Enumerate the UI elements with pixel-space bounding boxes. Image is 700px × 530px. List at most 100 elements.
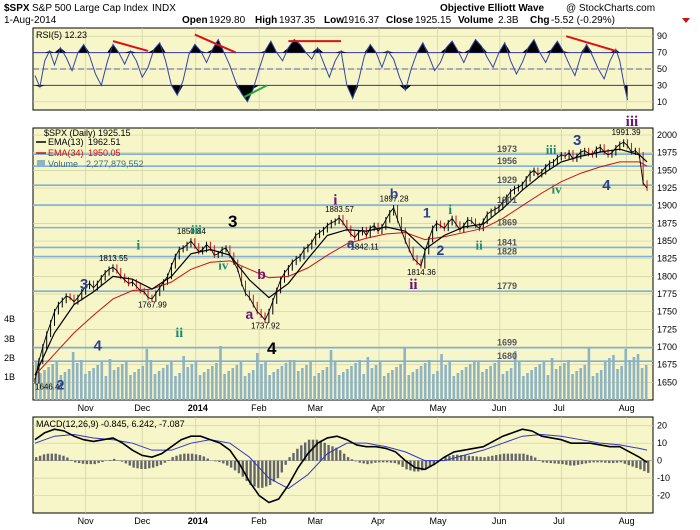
rsi-y-tick-label: 10	[657, 97, 667, 107]
macd-histogram-bar	[647, 460, 650, 473]
volume-label: Volume	[458, 15, 494, 26]
elliott-wave-label: 4	[267, 339, 277, 358]
price-x-tick-label: Feb	[251, 403, 267, 413]
volume-bar	[116, 367, 120, 400]
macd-histogram-bar	[467, 455, 471, 461]
macd-histogram-bar	[171, 457, 174, 461]
macd-histogram-bar	[70, 459, 73, 461]
volume-bar	[112, 370, 116, 400]
macd-histogram-bar	[101, 460, 104, 463]
macd-histogram-bar	[448, 456, 451, 461]
macd-histogram-bar	[89, 460, 92, 465]
volume-bar	[558, 366, 562, 400]
price-x-tick-label: 2014	[188, 403, 208, 413]
macd-histogram-bar	[109, 459, 112, 461]
price-point-label: 1842.11	[350, 243, 379, 252]
macd-histogram-bar	[471, 456, 475, 461]
volume-bar	[75, 363, 79, 400]
macd-histogram-bar	[405, 460, 408, 470]
volume-bar	[145, 349, 149, 400]
price-x-tick-label: Jul	[553, 403, 565, 413]
elliott-wave-label: i	[136, 239, 140, 254]
macd-histogram-bar	[136, 460, 139, 469]
volume-bar	[452, 376, 456, 400]
volume-bar	[256, 353, 259, 400]
elliott-wave-label: ii	[476, 238, 484, 253]
macd-histogram-bar	[339, 450, 342, 461]
volume-legend-value: 2,277,879,552	[86, 159, 144, 169]
macd-histogram-bar	[596, 460, 599, 463]
macd-histogram-bar	[475, 456, 478, 461]
macd-histogram-bar	[245, 460, 248, 481]
elliott-wave-label: 2	[437, 242, 445, 258]
macd-histogram-bar	[417, 460, 420, 472]
price-point-label: 1850.84	[177, 227, 206, 236]
volume-legend-name: Volume	[48, 159, 78, 169]
volume-bar	[366, 357, 370, 400]
symbol: $SPX	[4, 3, 30, 14]
elliott-wave-label: 3	[228, 212, 237, 231]
volume-bar	[485, 369, 488, 400]
macd-histogram-bar	[631, 460, 634, 467]
macd-histogram-bar	[272, 460, 276, 482]
price-x-tick-label: Nov	[78, 403, 95, 413]
macd-histogram-bar	[257, 460, 260, 488]
macd-x-tick-label: 2014	[188, 516, 208, 526]
macd-histogram-bar	[413, 460, 416, 472]
rsi-wave-label: iii	[626, 114, 639, 130]
volume-bar	[120, 364, 124, 400]
volume-bar	[591, 376, 595, 400]
volume-bar	[63, 372, 67, 400]
volume-bar	[411, 372, 415, 400]
volume-bar	[219, 346, 222, 400]
macd-x-tick-label: Jul	[553, 516, 565, 526]
rsi-trendline	[565, 35, 617, 52]
volume-bar	[165, 365, 169, 400]
volume-bar	[43, 370, 46, 400]
macd-histogram-bar	[237, 460, 241, 474]
macd-series	[34, 428, 650, 504]
macd-histogram-bar	[354, 460, 358, 462]
low-value: 1916.37	[343, 15, 380, 26]
macd-histogram-bar	[183, 453, 186, 461]
macd-histogram-bar	[362, 460, 365, 464]
macd-histogram-bar	[151, 460, 155, 468]
volume-bar	[182, 356, 185, 400]
price-y-tick-label: 1750	[657, 307, 677, 317]
volume-bar	[71, 352, 75, 400]
volume-bar	[247, 373, 251, 400]
volume-bar	[391, 370, 394, 400]
volume-bar	[382, 376, 386, 400]
level-label: 1779	[497, 281, 517, 291]
volume-bar	[305, 365, 308, 400]
macd-histogram-bar	[378, 460, 381, 463]
elliott-wave-label: a	[347, 235, 355, 251]
macd-histogram-bar	[370, 460, 373, 464]
down-arrow-icon	[682, 18, 690, 23]
volume-bar	[280, 366, 284, 400]
price-panel	[32, 127, 654, 401]
volume-bar	[342, 372, 345, 400]
elliott-wave-label: iii	[191, 222, 202, 237]
price-x-tick-label: May	[430, 403, 448, 413]
volume-bar	[550, 358, 554, 400]
macd-histogram-bar	[604, 460, 607, 463]
macd-histogram-bar	[155, 460, 159, 467]
ema34-legend-value: 1950.05	[88, 148, 121, 158]
volume-axis-label: 3B	[4, 334, 15, 344]
volume-bar	[595, 373, 599, 400]
elliott-wave-label: iii	[546, 142, 557, 157]
macd-histogram-bar	[545, 460, 549, 463]
macd-histogram-bar	[561, 460, 564, 465]
level-label: 1869	[497, 218, 517, 228]
volume-bar	[644, 365, 648, 400]
macd-histogram-bar	[140, 460, 143, 470]
macd-histogram-bar	[97, 460, 100, 464]
ema34-line	[34, 161, 648, 376]
level-label: 1929	[497, 175, 517, 185]
macd-histogram-bar	[276, 460, 280, 479]
macd-histogram-bar	[526, 454, 529, 461]
volume-bar	[133, 372, 136, 400]
volume-bar	[481, 372, 484, 400]
volume-bar	[264, 361, 267, 400]
